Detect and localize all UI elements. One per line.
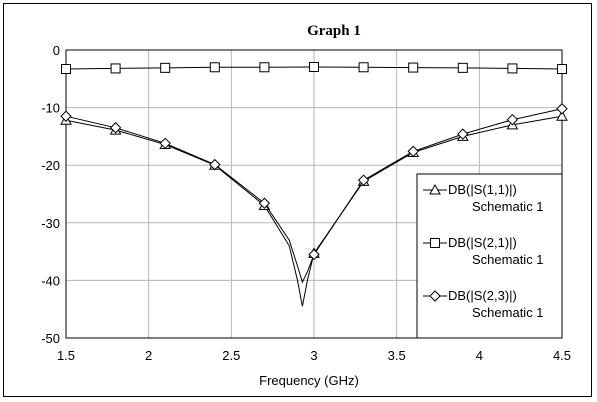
square-marker xyxy=(457,62,468,73)
series-line xyxy=(65,115,563,307)
chart-frame: Graph 1 1.5 2 2.5 3 3.5 4 4.5 0 -10 -20 -30 -40 -50 … xyxy=(3,3,592,397)
diamond-marker xyxy=(258,197,271,209)
diamond-marker xyxy=(308,248,320,261)
square-marker xyxy=(160,62,171,73)
x-axis-label: Frequency (GHz) xyxy=(259,373,359,388)
diamond-marker xyxy=(407,145,419,158)
square-marker xyxy=(209,62,220,73)
diamond-marker xyxy=(506,113,519,126)
x-tick-label: 4.5 xyxy=(553,348,571,363)
legend-entry: DB(|S(2,1)|) Schematic 1 xyxy=(423,235,544,267)
legend-label: DB(|S(2,3)|) xyxy=(448,288,517,303)
triangle-marker xyxy=(556,110,568,121)
square-marker xyxy=(309,61,319,72)
x-tick-label: 3.5 xyxy=(388,348,406,363)
diamond-marker xyxy=(357,174,370,186)
legend-label: DB(|S(1,1)|) xyxy=(448,182,517,197)
diamond-marker xyxy=(159,137,171,150)
square-marker xyxy=(259,62,270,73)
tick-layer: 1.5 2 2.5 3 3.5 4 4.5 0 -10 -20 -30 -40 -50 xyxy=(41,43,571,363)
x-tick-label: 2.5 xyxy=(222,348,240,363)
y-tick-label: 0 xyxy=(53,43,60,58)
series-layer xyxy=(60,61,568,307)
x-tick-label: 1.5 xyxy=(57,348,75,363)
x-tick-label: 4 xyxy=(476,348,483,363)
legend-triangle-marker xyxy=(429,183,441,195)
legend: DB(|S(1,1)|) Schematic 1 DB(|S(2,1)|) Schem… xyxy=(416,173,563,339)
chart-svg: Graph 1 1.5 2 2.5 3 3.5 4 4.50-10-20-30-40-50 … xyxy=(41,23,571,388)
y-tick-label: -10 xyxy=(41,101,60,116)
square-marker xyxy=(507,63,518,74)
diamond-marker xyxy=(209,158,221,171)
legend-sublabel: Schematic 1 xyxy=(472,252,544,267)
square-marker xyxy=(408,62,419,73)
diamond-marker xyxy=(109,122,122,134)
diamond-marker xyxy=(457,128,469,140)
legend-entry: DB(|S(1,1)|) Schematic 1 xyxy=(423,182,544,214)
x-tick-label: 3 xyxy=(310,348,317,363)
series-line xyxy=(65,108,563,284)
legend-diamond-marker xyxy=(429,290,441,302)
square-marker xyxy=(358,62,369,73)
square-marker xyxy=(110,63,121,74)
x-tick-label: 2 xyxy=(145,348,152,363)
y-tick-label: -30 xyxy=(41,216,60,231)
legend-entry: DB(|S(2,3)|) Schematic 1 xyxy=(423,288,544,320)
chart-title: Graph 1 xyxy=(307,23,361,39)
series-square xyxy=(61,61,567,75)
square-marker xyxy=(61,64,71,75)
legend-box xyxy=(416,173,563,339)
legend-square-marker xyxy=(430,238,440,248)
y-tick-label: -20 xyxy=(41,158,60,173)
legend-sublabel: Schematic 1 xyxy=(472,305,544,320)
series-diamond xyxy=(60,103,568,284)
y-tick-label: -50 xyxy=(41,331,60,346)
legend-sublabel: Schematic 1 xyxy=(472,199,544,214)
diamond-marker xyxy=(60,110,72,122)
square-marker xyxy=(557,64,567,75)
y-tick-label: -40 xyxy=(41,273,60,288)
legend-label: DB(|S(2,1)|) xyxy=(448,235,517,250)
diamond-marker xyxy=(556,103,568,115)
